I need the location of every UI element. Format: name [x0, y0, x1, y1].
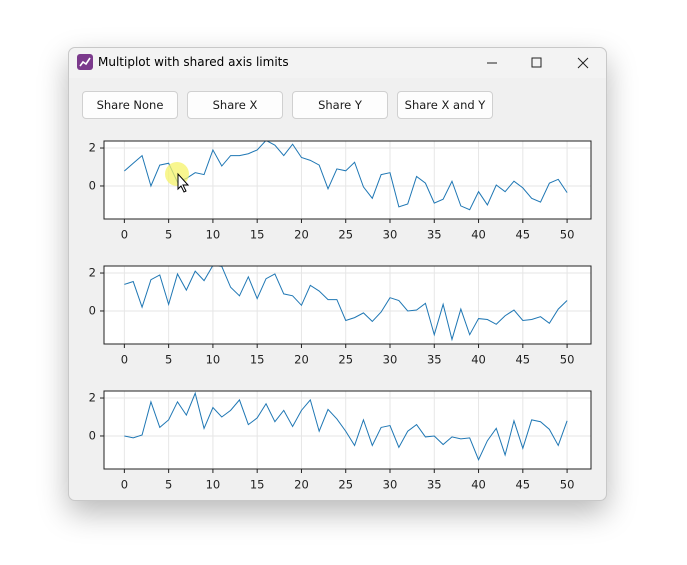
data-line — [124, 391, 568, 461]
x-tick-label: 20 — [294, 353, 309, 367]
x-tick-label: 5 — [165, 478, 172, 492]
plot: 0 5 10 15 20 25 30 35 40 45 50 0 2 — [89, 265, 592, 367]
x-tick-label: 20 — [294, 478, 309, 492]
x-tick-label: 10 — [206, 228, 221, 242]
x-tick-label: 0 — [121, 478, 128, 492]
x-tick-label: 40 — [471, 478, 486, 492]
plot-frame — [103, 265, 592, 345]
x-tick-label: 0 — [121, 228, 128, 242]
x-tick-label: 15 — [250, 353, 265, 367]
x-tick-label: 50 — [560, 478, 575, 492]
x-tick-label: 20 — [294, 228, 309, 242]
app-icon — [77, 54, 93, 70]
window-controls[interactable] — [476, 48, 606, 78]
data-line — [124, 141, 568, 211]
plot: 0 5 10 15 20 25 30 35 40 45 50 0 2 — [89, 140, 592, 242]
share-x-button[interactable]: Share X — [187, 91, 283, 119]
x-tick-label: 50 — [560, 228, 575, 242]
x-tick-label: 35 — [427, 478, 442, 492]
y-tick-label: 2 — [89, 141, 96, 155]
y-tick-label: 0 — [89, 303, 96, 317]
x-tick-label: 45 — [515, 228, 530, 242]
plot-area — [104, 141, 591, 219]
plot-frame — [103, 140, 592, 220]
plot-area — [104, 391, 591, 469]
data-line — [124, 266, 568, 342]
x-tick-label: 15 — [250, 228, 265, 242]
x-tick-label: 40 — [471, 228, 486, 242]
x-tick-label: 15 — [250, 478, 265, 492]
share-xy-button[interactable]: Share X and Y — [397, 91, 493, 119]
x-tick-label: 0 — [121, 353, 128, 367]
x-tick-label: 45 — [515, 478, 530, 492]
x-tick-label: 35 — [427, 228, 442, 242]
x-tick-label: 10 — [206, 478, 221, 492]
x-tick-label: 25 — [338, 353, 353, 367]
y-tick-label: 0 — [89, 178, 96, 192]
y-tick-label: 0 — [89, 428, 96, 442]
x-tick-label: 30 — [383, 478, 398, 492]
x-tick-label: 45 — [515, 353, 530, 367]
plot: 0 5 10 15 20 25 30 35 40 45 50 0 2 — [89, 390, 592, 492]
plot-frame — [103, 390, 592, 470]
y-tick-label: 2 — [89, 266, 96, 280]
window-title: Multiplot with shared axis limits — [98, 55, 289, 69]
x-tick-label: 50 — [560, 353, 575, 367]
x-tick-label: 5 — [165, 353, 172, 367]
share-none-button[interactable]: Share None — [82, 91, 178, 119]
share-y-button[interactable]: Share Y — [292, 91, 388, 119]
plot-area — [104, 266, 591, 344]
title-bar: Multiplot with shared axis limits — [69, 48, 606, 78]
x-tick-label: 35 — [427, 353, 442, 367]
x-tick-label: 40 — [471, 353, 486, 367]
x-tick-label: 25 — [338, 478, 353, 492]
x-tick-label: 10 — [206, 353, 221, 367]
x-tick-label: 5 — [165, 228, 172, 242]
x-tick-label: 30 — [383, 353, 398, 367]
y-tick-label: 2 — [89, 391, 96, 405]
x-tick-label: 25 — [338, 228, 353, 242]
x-tick-label: 30 — [383, 228, 398, 242]
